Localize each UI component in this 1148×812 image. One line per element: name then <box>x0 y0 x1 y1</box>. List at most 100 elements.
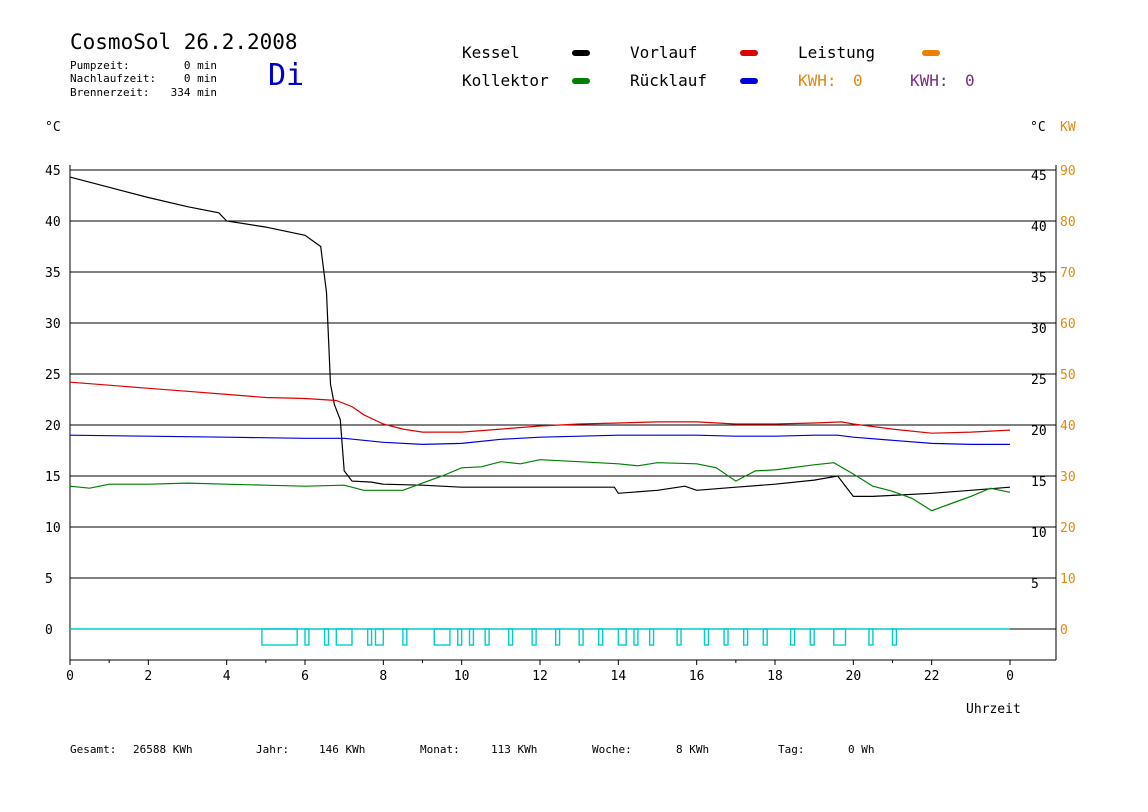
pump-pulse-18 <box>648 628 655 646</box>
legend-vorlauf-label: Vorlauf <box>630 43 698 62</box>
x-tick-11: 22 <box>924 669 940 684</box>
pump-pulse-16 <box>617 628 627 646</box>
y-tick-kw-50: 50 <box>1060 368 1076 383</box>
y-tick-left-10: 10 <box>45 521 61 536</box>
y-tick-right-20: 20 <box>1031 424 1047 439</box>
x-tick-12: 0 <box>1006 669 1014 684</box>
pump-pulse-5 <box>374 628 385 646</box>
pump-pulse-4 <box>366 628 373 646</box>
right-axis-unit: °C <box>1030 120 1046 135</box>
y-tick-right-30: 30 <box>1031 322 1047 337</box>
series-lines <box>69 176 1011 512</box>
footer-woche-label: Woche: <box>592 743 632 756</box>
series-kollektor <box>69 459 1011 512</box>
pump-pulse-17 <box>633 628 639 646</box>
pump-pulse-28 <box>891 628 898 646</box>
pump-pulse-12 <box>531 628 537 646</box>
pump-pulse-19 <box>676 628 682 646</box>
series-vorlauf <box>69 381 1011 434</box>
pump-pulse-11 <box>507 628 514 646</box>
y-tick-left-30: 30 <box>45 317 61 332</box>
pump-pulse-3 <box>335 628 353 646</box>
legend-kollektor-label: Kollektor <box>462 71 549 90</box>
x-tick-8: 16 <box>689 669 705 684</box>
series-ruecklauf <box>69 434 1010 446</box>
pump-pulse-21 <box>723 628 729 646</box>
left-axis-unit: °C <box>45 120 61 135</box>
pump-pulse-2 <box>323 628 330 646</box>
footer-jahr-label: Jahr: <box>256 743 290 756</box>
stat-label-pumpzeit: Pumpzeit: <box>70 59 130 72</box>
y-tick-kw-30: 30 <box>1060 470 1076 485</box>
y-tick-left-20: 20 <box>45 419 61 434</box>
y-tick-kw-60: 60 <box>1060 317 1076 332</box>
pump-signal <box>70 628 1056 646</box>
pump-pulse-15 <box>598 628 604 646</box>
y-tick-right-45: 45 <box>1031 169 1047 184</box>
x-tick-7: 14 <box>611 669 627 684</box>
series-kessel <box>69 176 1011 497</box>
legend-leistung-label: Leistung <box>798 43 876 62</box>
weekday-label: Di <box>268 58 305 93</box>
y-tick-left-35: 35 <box>45 266 61 281</box>
stat-label-brennerzeit: Brennerzeit: <box>70 86 150 99</box>
y-tick-left-25: 25 <box>45 368 61 383</box>
y-tick-right-5: 5 <box>1031 577 1039 592</box>
pump-pulse-13 <box>554 628 561 646</box>
legend-kollektor-swatch <box>572 78 590 84</box>
y-tick-kw-10: 10 <box>1060 572 1076 587</box>
y-tick-left-0: 0 <box>45 623 53 638</box>
stat-value-brennerzeit: 334 min <box>170 86 217 99</box>
y-tick-kw-90: 90 <box>1060 164 1076 179</box>
pump-pulse-20 <box>703 628 710 646</box>
y-tick-kw-70: 70 <box>1060 266 1076 281</box>
y-tick-right-25: 25 <box>1031 373 1047 388</box>
x-tick-5: 10 <box>454 669 470 684</box>
y-tick-kw-40: 40 <box>1060 419 1076 434</box>
legend-ruecklauf-label: Rücklauf <box>630 71 708 90</box>
legend-ruecklauf-swatch <box>740 78 758 84</box>
legend-kessel-swatch <box>572 50 590 56</box>
pump-pulse-10 <box>484 628 490 646</box>
y-tick-kw-0: 0 <box>1060 623 1068 638</box>
footer-jahr-value: 146 KWh <box>319 743 366 756</box>
y-tick-kw-80: 80 <box>1060 215 1076 230</box>
footer-monat-value: 113 KWh <box>491 743 538 756</box>
grid-lines <box>69 165 1057 665</box>
x-tick-1: 2 <box>144 669 152 684</box>
pump-pulse-26 <box>833 628 847 646</box>
x-tick-6: 12 <box>532 669 548 684</box>
y-tick-left-15: 15 <box>45 470 61 485</box>
pump-pulse-0 <box>261 628 298 646</box>
pump-pulse-14 <box>578 628 584 646</box>
pump-pulse-8 <box>457 628 463 646</box>
y-tick-right-35: 35 <box>1031 271 1047 286</box>
kwh1-label: KWH: <box>798 71 837 90</box>
footer-gesamt-value: 26588 KWh <box>133 743 193 756</box>
x-tick-0: 0 <box>66 669 74 684</box>
kwh2-label: KWH: <box>910 71 949 90</box>
y-tick-right-15: 15 <box>1031 475 1047 490</box>
y-tick-kw-20: 20 <box>1060 521 1076 536</box>
x-tick-4: 8 <box>379 669 387 684</box>
legend-vorlauf-swatch <box>740 50 758 56</box>
pump-pulse-25 <box>809 628 815 646</box>
pump-pulse-7 <box>433 628 451 646</box>
footer-tag-value: 0 Wh <box>848 743 875 756</box>
footer-tag-label: Tag: <box>778 743 805 756</box>
chart-title: CosmoSol 26.2.2008 <box>70 30 298 54</box>
kwh1-value: 0 <box>853 71 863 90</box>
stat-value-nachlaufzeit: 0 min <box>183 72 217 85</box>
pump-pulse-22 <box>742 628 749 646</box>
x-tick-2: 4 <box>223 669 231 684</box>
right-axis-kw-unit: KW <box>1060 120 1076 135</box>
y-tick-right-10: 10 <box>1031 526 1047 541</box>
footer-monat-label: Monat: <box>420 743 460 756</box>
kwh2-value: 0 <box>965 71 975 90</box>
footer-woche-value: 8 KWh <box>676 743 710 756</box>
pump-pulse-9 <box>468 628 475 646</box>
y-tick-right-40: 40 <box>1031 220 1047 235</box>
legend-leistung-swatch <box>922 50 940 56</box>
